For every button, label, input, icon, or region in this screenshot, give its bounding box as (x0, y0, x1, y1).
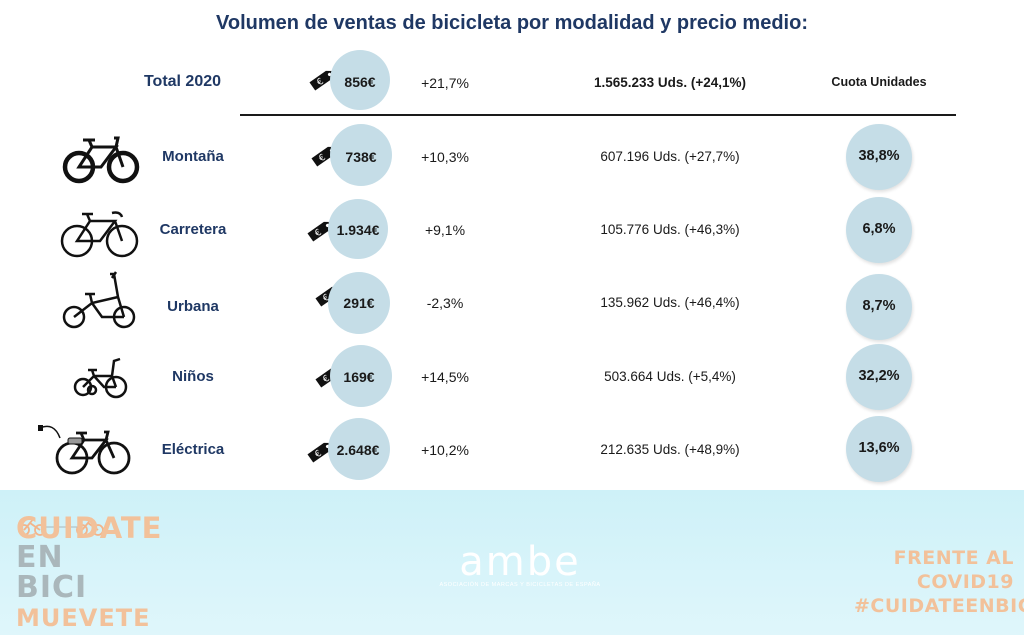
unit-share: 38,8% (858, 148, 900, 164)
electric-bike-icon (36, 414, 136, 484)
logo-wordmark: ambe (459, 539, 581, 585)
price-circle (330, 345, 392, 407)
mountain-bike-icon (52, 122, 144, 192)
svg-text:€: € (321, 374, 332, 386)
kids-bike-icon (52, 341, 144, 411)
svg-text:€: € (321, 293, 332, 305)
category-label: Eléctrica (161, 441, 225, 458)
category-label: Urbana (167, 298, 219, 315)
category-label: Carretera (159, 221, 227, 238)
slogan-line: FRENTE AL COVID19 (893, 547, 1014, 593)
svg-text:€: € (313, 228, 324, 240)
footer-banner: CUIDATE EN BICI MUEVETE ambe ASOCIACIÓN … (0, 490, 1024, 635)
divider (240, 114, 956, 116)
price-change: +10,3% (421, 149, 469, 165)
share-column-header: Cuota Unidades (831, 75, 927, 89)
units-sold: 135.962 Uds. (+46,4%) (600, 295, 740, 310)
table-row: Montaña € 738€ +10,3% 607.196 Uds. (+27,… (0, 122, 1024, 192)
price-circle (328, 272, 390, 334)
unit-share: 6,8% (862, 221, 896, 237)
price-circle (328, 418, 390, 480)
page-title: Volumen de ventas de bicicleta por modal… (216, 12, 808, 34)
road-bike-icon (52, 195, 144, 265)
table-row: Eléctrica € 2.648€ +10,2% 212.635 Uds. (… (0, 414, 1024, 484)
table-row: Urbana € 291€ -2,3% 135.962 Uds. (+46,4%… (0, 270, 1024, 340)
units-sold: 607.196 Uds. (+27,7%) (600, 149, 740, 164)
share-circle (846, 124, 912, 190)
price-circle (330, 124, 392, 186)
units-sold: 105.776 Uds. (+46,3%) (600, 222, 740, 237)
price-change: +10,2% (421, 442, 469, 458)
price-change: +14,5% (421, 369, 469, 385)
en-bici-line: EN BICI (16, 540, 88, 605)
avg-price: 738€ (345, 149, 377, 165)
campaign-slogan: FRENTE AL COVID19 #CUIDATEENBICI (854, 546, 1024, 618)
avg-price: 2.648€ (336, 442, 380, 458)
avg-price: 291€ (343, 295, 375, 311)
hashtag: #CUIDATEENBICI (854, 595, 1024, 617)
folding-bike-icon (52, 270, 144, 340)
share-circle (846, 416, 912, 482)
unit-share: 8,7% (862, 298, 896, 314)
share-circle (846, 344, 912, 410)
category-label: Niños (172, 368, 214, 385)
cuidate-line: CUIDATE (16, 511, 163, 545)
share-circle (846, 197, 912, 263)
total-change: +21,7% (421, 75, 469, 91)
price-circle (330, 50, 390, 110)
svg-text:€: € (317, 153, 328, 165)
logo-subtitle: ASOCIACIÓN DE MARCAS Y BICICLETAS DE ESP… (439, 582, 601, 588)
unit-share: 32,2% (858, 368, 900, 384)
units-sold: 503.664 Uds. (+5,4%) (604, 369, 736, 384)
table-row: Carretera € 1.934€ +9,1% 105.776 Uds. (+… (0, 195, 1024, 265)
units-sold: 212.635 Uds. (+48,9%) (600, 442, 740, 457)
share-circle (846, 274, 912, 340)
avg-price: 1.934€ (336, 222, 380, 238)
ambe-logo: ambe ASOCIACIÓN DE MARCAS Y BICICLETAS D… (438, 542, 602, 588)
cuidate-logo: CUIDATE EN BICI MUEVETE (16, 511, 163, 633)
total-units: 1.565.233 Uds. (+24,1%) (594, 75, 746, 90)
table-row: Niños € 169€ +14,5% 503.664 Uds. (+5,4%)… (0, 341, 1024, 411)
cyclists-icon (18, 517, 104, 536)
price-change: -2,3% (426, 295, 464, 311)
unit-share: 13,6% (858, 440, 900, 456)
price-circle (328, 199, 388, 259)
total-price: 856€ (344, 74, 376, 90)
category-label: Montaña (162, 148, 224, 165)
avg-price: 169€ (343, 369, 375, 385)
muevete-line: MUEVETE (16, 604, 151, 632)
svg-text:€: € (313, 449, 324, 461)
total-label: Total 2020 (143, 73, 222, 90)
svg-text:€: € (315, 77, 326, 89)
price-change: +9,1% (424, 222, 466, 238)
